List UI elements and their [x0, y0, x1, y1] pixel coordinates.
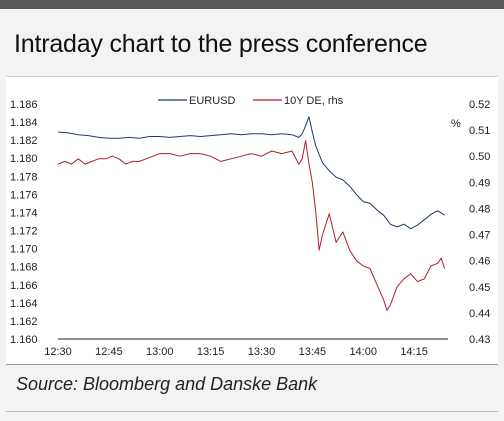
title-divider: [6, 76, 498, 77]
header-bar: [0, 0, 504, 9]
plot-area: 1.186 1.184 1.182 1.180 1.178 1.176 1.174 1.172…: [6, 77, 498, 364]
y-left-tick-label: 1.168: [10, 262, 38, 274]
legend-label-2: 10Y DE, rhs: [284, 95, 344, 107]
y-left-tick-label: 1.178: [10, 171, 38, 183]
bottom-divider: [6, 411, 498, 412]
x-tick-label: 13:30: [248, 346, 276, 358]
series-line-1: [57, 116, 445, 230]
y-left-tick-label: 1.180: [10, 153, 38, 165]
y-left-tick-label: 1.184: [10, 117, 38, 129]
y-right-tick-label: 0.49: [469, 177, 490, 189]
y-left-tick-label: 1.186: [10, 99, 38, 111]
y-right-tick-label: 0.48: [469, 203, 490, 215]
y-left-tick-label: 1.182: [10, 135, 38, 147]
y-left-tick-label: 1.174: [10, 207, 38, 219]
y-left-tick-label: 1.160: [10, 334, 38, 346]
y-left-tick-label: 1.172: [10, 226, 38, 238]
y-right-tick-label: 0.44: [469, 308, 490, 320]
y-right-tick-label: 0.51: [469, 125, 490, 137]
x-tick-label: 13:00: [146, 346, 174, 358]
chart-title: Intraday chart to the press conference: [14, 30, 428, 58]
series-line-2: [57, 140, 446, 311]
y-right-tick-label: 0.52: [469, 99, 490, 111]
x-tick-label: 14:00: [349, 346, 377, 358]
source-divider: [6, 364, 498, 365]
x-tick-label: 13:15: [197, 346, 225, 358]
y-right-unit-label: %: [451, 118, 461, 130]
y-right-tick-label: 0.45: [469, 282, 490, 294]
y-left-tick-label: 1.170: [10, 244, 38, 256]
source-note: Source: Bloomberg and Danske Bank: [16, 374, 318, 394]
y-left-tick-label: 1.164: [10, 298, 38, 310]
x-tick-label: 12:30: [44, 346, 72, 358]
x-tick-label: 13:45: [299, 346, 327, 358]
y-left-tick-label: 1.162: [10, 316, 38, 328]
y-right-tick-label: 0.43: [469, 334, 490, 346]
chart-svg: 1.186 1.184 1.182 1.180 1.178 1.176 1.174 1.172…: [10, 95, 490, 358]
y-left-tick-label: 1.176: [10, 189, 38, 201]
y-right-tick-label: 0.47: [469, 230, 490, 242]
y-right-tick-label: 0.46: [469, 256, 490, 268]
y-left-tick-label: 1.166: [10, 280, 38, 292]
y-right-tick-label: 0.50: [469, 151, 490, 163]
legend-label-1: EURUSD: [189, 95, 236, 107]
x-tick-label: 14:15: [400, 346, 428, 358]
x-tick-label: 12:45: [95, 346, 123, 358]
